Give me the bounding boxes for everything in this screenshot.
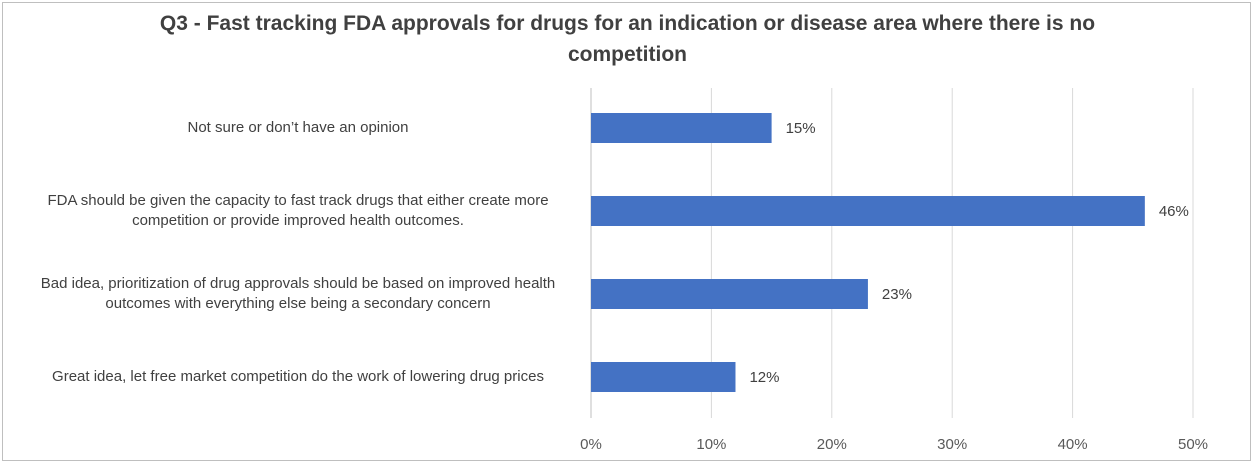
data-label: 15%	[786, 120, 816, 137]
chart-title-text: Q3 - Fast tracking FDA approvals for dru…	[159, 12, 1096, 66]
chart-title: Q3 - Fast tracking FDA approvals for dru…	[0, 8, 1255, 70]
x-tick-label: 40%	[1058, 436, 1088, 453]
x-tick-label: 20%	[817, 436, 847, 453]
bar	[591, 196, 1145, 226]
data-label: 12%	[749, 369, 779, 386]
category-label: FDA should be given the capacity to fast…	[47, 192, 549, 229]
data-label: 23%	[882, 286, 912, 303]
bar	[591, 113, 772, 143]
category-label: Not sure or don’t have an opinion	[187, 119, 409, 136]
bar	[591, 279, 868, 309]
category-label: Bad idea, prioritization of drug approva…	[40, 275, 556, 312]
category-label: Great idea, let free market competition …	[52, 368, 544, 385]
x-tick-label: 50%	[1178, 436, 1208, 453]
data-label: 46%	[1159, 203, 1189, 220]
x-tick-label: 30%	[937, 436, 967, 453]
bar	[591, 362, 736, 392]
x-tick-label: 0%	[580, 436, 602, 453]
x-tick-label: 10%	[696, 436, 726, 453]
